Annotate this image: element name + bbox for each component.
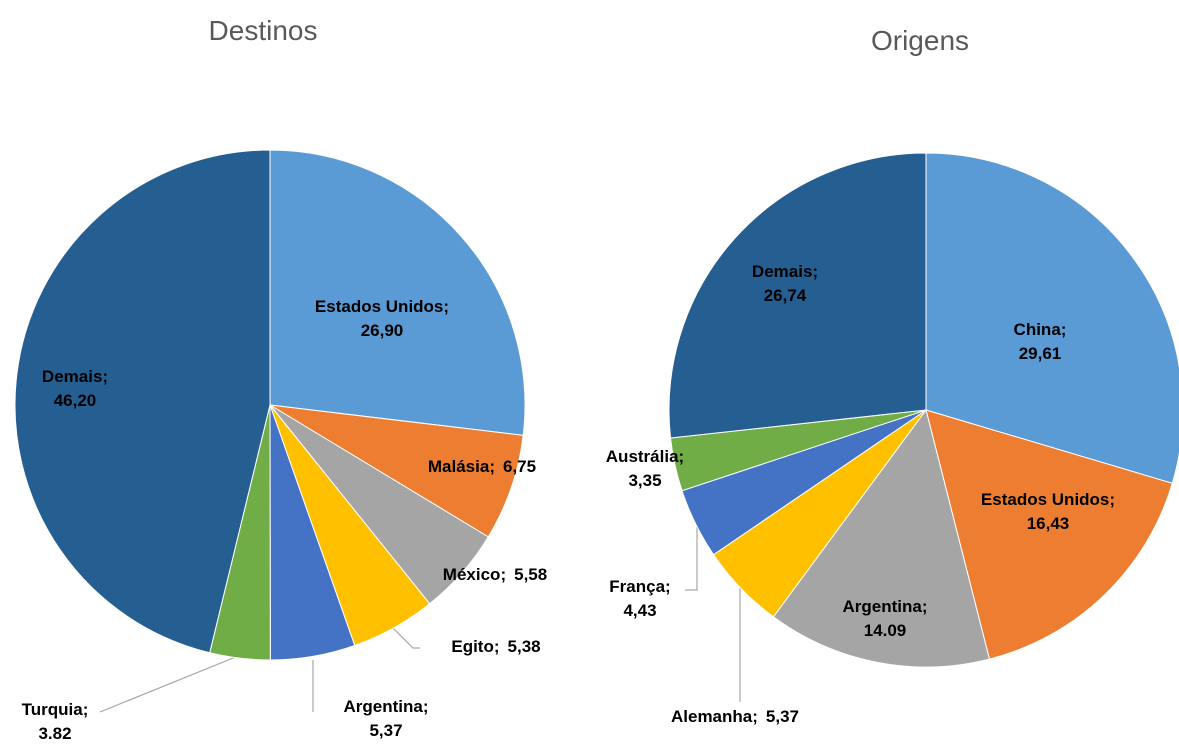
- label-value: 5,37: [369, 721, 402, 740]
- data-label: Demais; 26,74: [752, 262, 818, 305]
- data-label: Estados Unidos; 16,43: [981, 490, 1115, 533]
- label-category: Alemanha: [671, 707, 753, 726]
- label-value: 6,75: [503, 457, 536, 476]
- label-separator: ;: [489, 457, 495, 476]
- data-label: Argentina; 5,37: [343, 697, 428, 740]
- data-label: França; 4,43: [609, 577, 670, 620]
- data-label: Austrália; 3,35: [606, 447, 684, 490]
- data-label: Estados Unidos; 26,90: [315, 297, 449, 340]
- chart-title: Destinos: [209, 15, 318, 46]
- label-value: 26,90: [361, 321, 404, 340]
- pie-slice: [14, 149, 271, 654]
- label-category: Argentina: [343, 697, 423, 716]
- label-separator: ;: [922, 597, 928, 616]
- label-separator: ;: [500, 565, 506, 584]
- label-category: Austrália: [606, 447, 679, 466]
- label-separator: ;: [83, 700, 89, 719]
- label-separator: ;: [102, 367, 108, 386]
- label-separator: ;: [1109, 490, 1115, 509]
- label-category: Argentina: [842, 597, 922, 616]
- pie-slice: [269, 149, 526, 436]
- label-value: 5,38: [508, 637, 541, 656]
- label-category: Estados Unidos: [981, 490, 1109, 509]
- label-category: Turquia: [22, 700, 84, 719]
- leader-line: [392, 627, 420, 649]
- label-category: Demais: [752, 262, 812, 281]
- label-value: 3,35: [628, 471, 661, 490]
- pie-slice: [772, 408, 991, 668]
- label-category: Malásia: [428, 457, 490, 476]
- label-category: Demais: [42, 367, 102, 386]
- label-value: 14.09: [864, 621, 907, 640]
- label-value: 16,43: [1027, 514, 1070, 533]
- label-value: 5,58: [514, 565, 547, 584]
- label-category: Estados Unidos: [315, 297, 443, 316]
- label-separator: ;: [423, 697, 429, 716]
- leader-line: [99, 653, 244, 713]
- label-separator: ;: [1061, 320, 1067, 339]
- label-separator: ;: [752, 707, 758, 726]
- label-category: China: [1014, 320, 1062, 339]
- label-separator: ;: [443, 297, 449, 316]
- label-category: México: [443, 565, 501, 584]
- label-value: 46,20: [54, 391, 97, 410]
- data-label: Turquia; 3.82: [22, 700, 89, 743]
- data-label: Egito; 5,38: [451, 637, 540, 656]
- pie-slice: [668, 152, 927, 439]
- pie-slice: [925, 152, 1179, 484]
- data-label: México; 5,58: [443, 565, 547, 584]
- chart-title: Origens: [871, 25, 969, 56]
- label-value: 5,37: [766, 707, 799, 726]
- label-category: França: [609, 577, 665, 596]
- pie-slice: [925, 409, 1173, 660]
- pie-slice: [269, 404, 524, 538]
- label-value: 29,61: [1019, 344, 1062, 363]
- data-label: Alemanha; 5,37: [671, 707, 799, 726]
- label-category: Egito: [451, 637, 494, 656]
- label-value: 3.82: [38, 724, 71, 743]
- label-value: 4,43: [623, 601, 656, 620]
- label-separator: ;: [679, 447, 685, 466]
- data-label: Malásia; 6,75: [428, 457, 536, 476]
- label-separator: ;: [812, 262, 818, 281]
- data-label: Argentina; 14.09: [842, 597, 927, 640]
- data-label: China; 29,61: [1014, 320, 1067, 363]
- data-label: Demais; 46,20: [42, 367, 108, 410]
- leader-line: [685, 522, 698, 591]
- label-value: 26,74: [764, 286, 807, 305]
- label-separator: ;: [494, 637, 500, 656]
- label-separator: ;: [665, 577, 671, 596]
